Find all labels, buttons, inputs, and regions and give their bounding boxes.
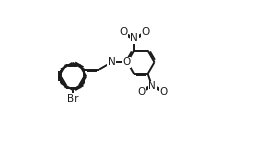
Text: O: O xyxy=(141,27,149,37)
Text: Br: Br xyxy=(67,94,78,104)
Text: O: O xyxy=(122,57,131,67)
Text: N: N xyxy=(130,33,138,43)
Text: O: O xyxy=(159,87,167,97)
Text: N: N xyxy=(148,81,156,91)
Text: O: O xyxy=(137,87,145,97)
Text: N: N xyxy=(108,57,116,67)
Text: O: O xyxy=(119,27,127,37)
